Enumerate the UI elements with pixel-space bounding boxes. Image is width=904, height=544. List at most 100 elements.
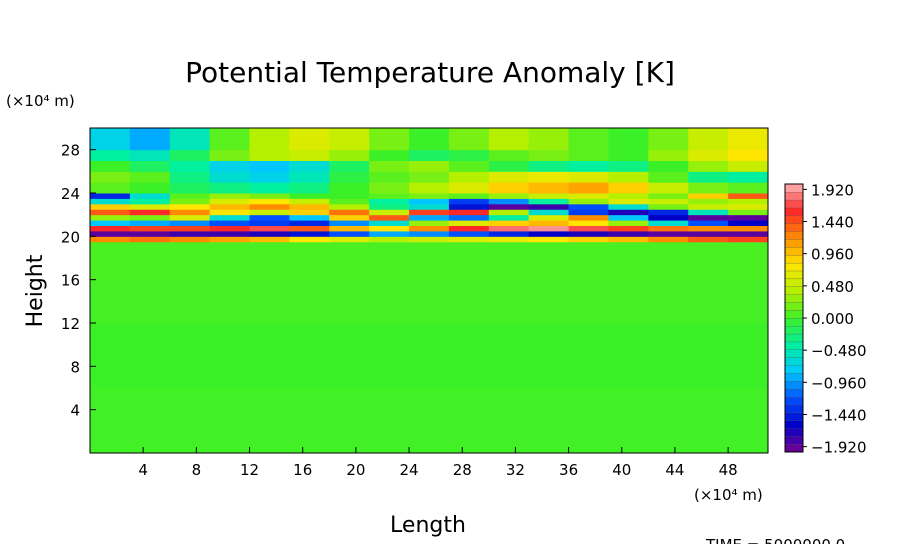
cell (728, 182, 769, 194)
cell (169, 279, 211, 324)
cell (90, 220, 131, 226)
cell (448, 225, 490, 232)
cell (608, 171, 649, 183)
cell (369, 388, 410, 454)
colorbar-step (784, 317, 804, 327)
cell (209, 149, 251, 161)
cell (648, 220, 689, 226)
cell (528, 182, 570, 194)
x-tick-label: 4 (138, 461, 148, 479)
cell (129, 182, 171, 194)
cell (648, 323, 689, 389)
cell (90, 236, 131, 243)
cell (688, 209, 729, 216)
cell (448, 388, 490, 454)
cell (129, 323, 171, 389)
cell (369, 128, 410, 151)
x-tick-label: 28 (453, 461, 472, 479)
cell (728, 220, 769, 226)
cell (249, 182, 290, 194)
colorbar-tick-label: −1.920 (811, 439, 867, 457)
cell (568, 209, 609, 216)
cell (488, 198, 530, 205)
cell (528, 149, 570, 161)
y-unit: (×10⁴ m) (6, 92, 75, 110)
y-tick-label: 16 (61, 272, 80, 290)
cell (448, 149, 490, 161)
cell (608, 279, 649, 324)
colorbar-step (784, 199, 804, 209)
cell (369, 225, 410, 232)
cell (90, 171, 131, 183)
cell (369, 149, 410, 161)
cell (369, 203, 410, 210)
colorbar-step (784, 231, 804, 240)
cell (289, 236, 330, 243)
cell (249, 241, 290, 281)
cell (129, 160, 171, 172)
cell (448, 236, 490, 243)
cell (728, 236, 769, 243)
cell (329, 323, 370, 389)
cell (688, 230, 729, 237)
cell (409, 209, 450, 216)
cell (169, 128, 211, 151)
cell (688, 225, 729, 232)
cell (329, 279, 370, 324)
cell (648, 160, 689, 172)
cell (249, 198, 290, 205)
colorbar-step (784, 365, 804, 374)
axes: 4 8 12 16 20 24 28 32 36 40 44 484812162024281.9201… (61, 127, 867, 479)
cell (369, 214, 410, 221)
cell (409, 182, 450, 194)
cell (409, 203, 450, 210)
cell (369, 171, 410, 183)
cell (688, 323, 729, 389)
colorbar-step (784, 333, 804, 343)
cell (289, 388, 330, 454)
x-tick-label: 32 (506, 461, 525, 479)
cell (329, 388, 370, 454)
cell (129, 171, 171, 183)
cell (568, 323, 609, 389)
cell (409, 128, 450, 151)
cell (369, 160, 410, 172)
colorbar-tick-label: 0.480 (811, 278, 854, 296)
cell (488, 220, 530, 226)
cell (209, 388, 251, 454)
cell (528, 171, 570, 183)
cell (90, 160, 131, 172)
cell (289, 198, 330, 205)
cell (608, 149, 649, 161)
cell (169, 193, 211, 199)
cell (688, 182, 729, 194)
cell (688, 193, 729, 199)
plot-frame (89, 127, 769, 454)
cell (728, 388, 769, 454)
cell (249, 128, 290, 151)
cell (289, 220, 330, 226)
cell (329, 149, 370, 161)
cell (369, 198, 410, 205)
colorbar-step (784, 270, 804, 280)
colorbar-step (784, 443, 804, 453)
cell (369, 182, 410, 194)
cell (90, 149, 131, 161)
cell (528, 203, 570, 210)
cell (448, 128, 490, 151)
cell (329, 225, 370, 232)
cell (568, 388, 609, 454)
cell (488, 149, 530, 161)
cell (329, 230, 370, 237)
cell (568, 279, 609, 324)
cell (209, 241, 251, 281)
cell (728, 225, 769, 232)
cell (528, 388, 570, 454)
colorbar-step (784, 412, 804, 421)
cell (289, 203, 330, 210)
cell (488, 193, 530, 199)
cell (528, 214, 570, 221)
cell (289, 182, 330, 194)
cell (209, 203, 251, 210)
cell (448, 220, 490, 226)
